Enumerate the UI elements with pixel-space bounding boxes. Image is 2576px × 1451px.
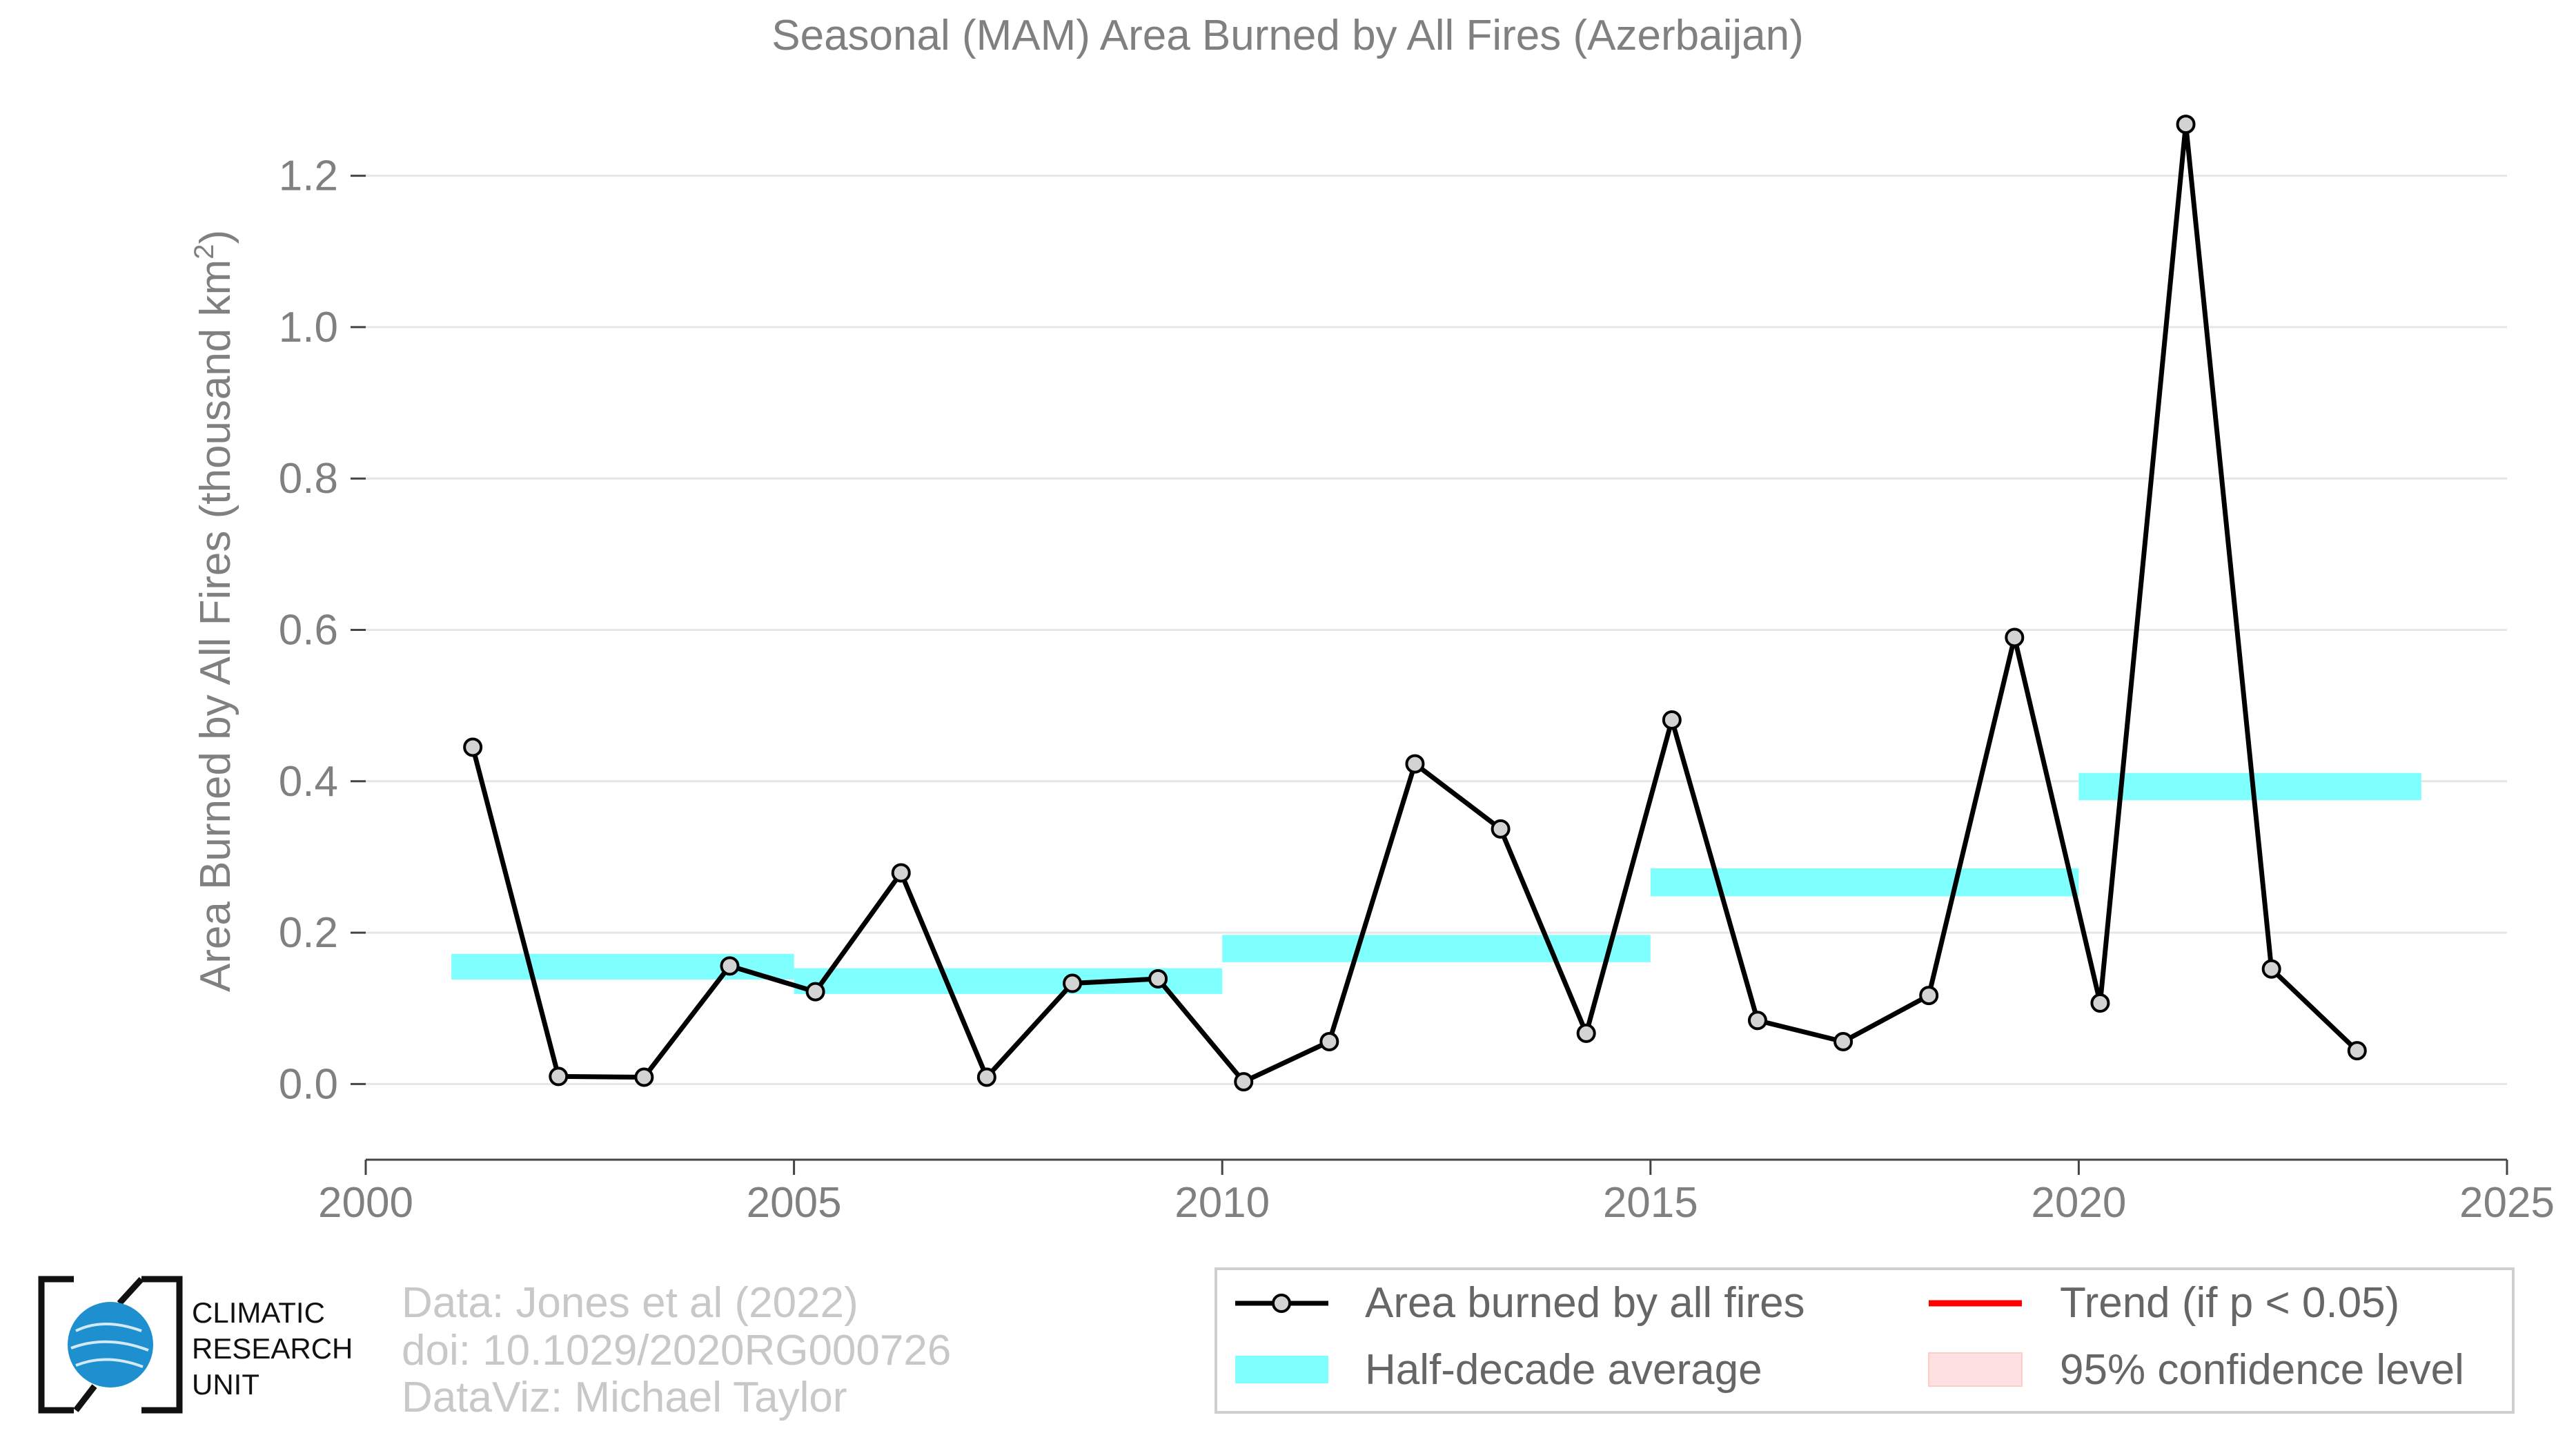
credit-doi: doi: 10.1029/2020RG000726 (402, 1327, 952, 1374)
legend-ci-swatch (1928, 1352, 2023, 1387)
y-axis-label: Area Burned by All Fires (thousand km2) (189, 230, 239, 992)
legend-label-line: Area burned by all fires (1365, 1279, 1805, 1327)
credit-data: Data: Jones et al (2022) (402, 1279, 858, 1327)
data-point-5 (891, 863, 911, 883)
y-axis-label-sup: 2 (189, 244, 219, 260)
axes: 0.0 0.2 0.4 0.6 0.8 1.0 1.2 2000 2005 2010 2015 202… (279, 153, 2555, 1227)
data-point-22 (2347, 1041, 2367, 1061)
legend-label-ci: 95% confidence level (2060, 1346, 2464, 1394)
data-point-14 (1662, 710, 1682, 730)
y-axis-label-close: ) (192, 230, 239, 244)
x-tick-label-0: 2000 (318, 1179, 413, 1227)
data-point-2 (634, 1067, 654, 1087)
data-point-15 (1747, 1011, 1767, 1031)
y-tick-label-0: 0.0 (279, 1060, 338, 1108)
globe-swirl-icon (70, 1323, 149, 1368)
legend-frame (1215, 1267, 2515, 1414)
logo-line-2: RESEARCH (192, 1332, 353, 1365)
legend-marker-swatch (1272, 1294, 1291, 1313)
y-tick-label-6: 1.2 (279, 153, 338, 200)
globe-icon (68, 1302, 153, 1387)
legend-band-swatch (1235, 1356, 1328, 1383)
data-point-8 (1148, 968, 1168, 989)
cru-logo (38, 1276, 183, 1414)
logo-text: CLIMATIC RESEARCH UNIT (192, 1295, 353, 1403)
data-point-19 (2090, 993, 2110, 1013)
data-point-17 (1919, 986, 1939, 1006)
half-decade-bands (451, 772, 2421, 994)
x-tick-label-3: 2015 (1603, 1179, 1698, 1227)
series-area-burned (463, 115, 2367, 1092)
x-tick-label-5: 2025 (2459, 1179, 2555, 1227)
data-point-0 (463, 737, 483, 757)
data-point-18 (2005, 627, 2025, 647)
y-tick-label-5: 1.0 (279, 304, 338, 351)
data-point-20 (2176, 115, 2196, 135)
logo-line-3: UNIT (192, 1368, 259, 1401)
y-tick-label-1: 0.2 (279, 909, 338, 957)
x-tick-label-4: 2020 (2031, 1179, 2126, 1227)
legend-label-trend: Trend (if p < 0.05) (2060, 1279, 2399, 1327)
legend: Area burned by all fires Trend (if p < 0… (1215, 1267, 2515, 1414)
credit-dataviz: DataViz: Michael Taylor (402, 1374, 847, 1421)
y-tick-label-4: 0.8 (279, 455, 338, 503)
x-tick-label-2: 2010 (1174, 1179, 1270, 1227)
data-point-12 (1491, 819, 1511, 839)
chart-title: Seasonal (MAM) Area Burned by All Fires … (771, 12, 1804, 59)
data-point-10 (1319, 1031, 1339, 1051)
data-point-21 (2261, 959, 2281, 979)
data-point-7 (1062, 973, 1082, 993)
data-point-9 (1234, 1072, 1254, 1092)
data-point-3 (720, 956, 740, 976)
data-point-6 (976, 1067, 996, 1087)
data-point-16 (1833, 1031, 1854, 1051)
data-point-11 (1405, 754, 1425, 774)
logo-slash-icon (73, 1276, 144, 1412)
x-tick-label-1: 2005 (747, 1179, 842, 1227)
half-decade-band-0 (451, 953, 794, 980)
half-decade-band-2 (1222, 935, 1651, 962)
y-tick-label-2: 0.4 (279, 758, 338, 806)
legend-label-band: Half-decade average (1365, 1346, 1762, 1394)
logo-bracket-left-icon (38, 1276, 74, 1414)
logo-line-1: CLIMATIC (192, 1296, 325, 1329)
y-tick-label-3: 0.6 (279, 607, 338, 654)
data-point-4 (805, 982, 825, 1002)
data-point-1 (549, 1067, 569, 1087)
data-point-13 (1576, 1023, 1596, 1043)
logo-bracket-right-icon (141, 1276, 183, 1414)
